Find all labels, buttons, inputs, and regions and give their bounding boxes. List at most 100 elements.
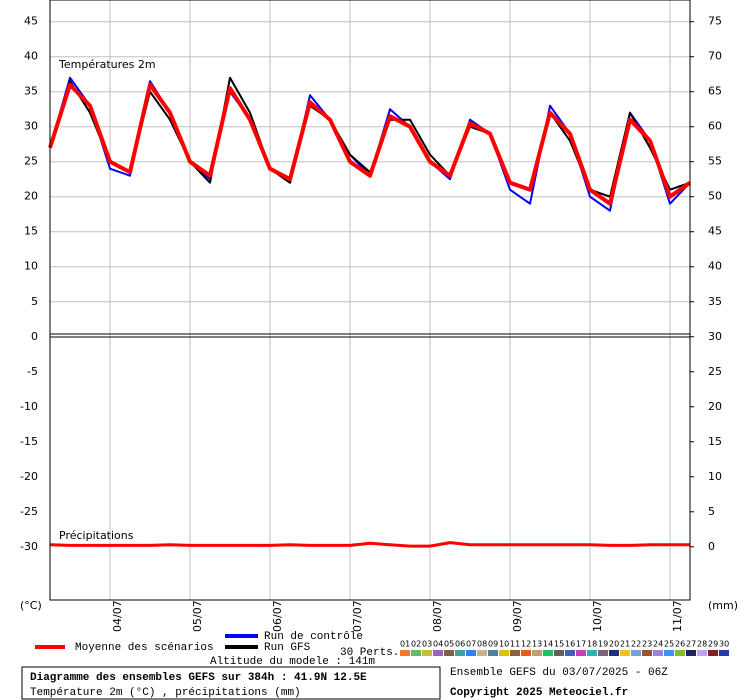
- pert-swatch: [719, 650, 729, 656]
- panel-label: Températures 2m: [58, 58, 156, 71]
- pert-label: 11: [510, 640, 520, 649]
- pert-swatch: [565, 650, 575, 656]
- box-title: Diagramme des ensembles GEFS sur 384h : …: [30, 672, 367, 684]
- x-tick-label: 11/07: [671, 600, 684, 632]
- y-tick-label: 40: [24, 50, 38, 63]
- y-tick-label: 20: [24, 190, 38, 203]
- pert-swatch: [477, 650, 487, 656]
- plot-frame: [49, 0, 691, 601]
- x-tick-label: 09/07: [511, 600, 524, 632]
- pert-swatch: [554, 650, 564, 656]
- pert-swatch: [466, 650, 476, 656]
- legend-label: Moyenne des scénarios: [75, 642, 214, 654]
- pert-swatch: [708, 650, 718, 656]
- y2-tick-label: 0: [708, 540, 715, 553]
- y-tick-label: -25: [20, 505, 38, 518]
- y2-tick-label: 40: [708, 260, 722, 273]
- x-tick-label: 08/07: [431, 600, 444, 632]
- pert-label: 07: [466, 640, 476, 649]
- pert-label: 15: [554, 640, 564, 649]
- pert-swatch: [620, 650, 630, 656]
- y2-tick-label: 15: [708, 435, 722, 448]
- pert-swatch: [400, 650, 410, 656]
- pert-swatch: [510, 650, 520, 656]
- pert-swatch: [444, 650, 454, 656]
- y-tick-label: -30: [20, 540, 38, 553]
- pert-swatch: [664, 650, 674, 656]
- x-tick-label: 07/07: [351, 600, 364, 632]
- copyright: Copyright 2025 Meteociel.fr: [450, 687, 628, 699]
- y2-tick-label: 65: [708, 85, 722, 98]
- y-tick-label: 35: [24, 85, 38, 98]
- pert-label: 04: [433, 640, 443, 649]
- pert-label: 21: [620, 640, 630, 649]
- y2-tick-label: 30: [708, 330, 722, 343]
- y-tick-label: 30: [24, 120, 38, 133]
- altitude: Altitude du modele : 141m: [210, 656, 375, 668]
- pert-label: 02: [411, 640, 421, 649]
- pert-label: 05: [444, 640, 454, 649]
- pert-label: 10: [499, 640, 509, 649]
- pert-swatch: [521, 650, 531, 656]
- info-box: [21, 666, 441, 700]
- pert-label: 09: [488, 640, 498, 649]
- y2-tick-label: 25: [708, 365, 722, 378]
- pert-label: 14: [543, 640, 553, 649]
- pert-swatch: [675, 650, 685, 656]
- pert-label: 17: [576, 640, 586, 649]
- pert-label: 28: [697, 640, 707, 649]
- pert-swatch: [433, 650, 443, 656]
- y-tick-label: -10: [20, 400, 38, 413]
- y-tick-label: 45: [24, 15, 38, 28]
- pert-label: 29: [708, 640, 718, 649]
- pert-swatch: [543, 650, 553, 656]
- x-tick-label: 04/07: [111, 600, 124, 632]
- pert-swatch: [631, 650, 641, 656]
- pert-swatch: [598, 650, 608, 656]
- y-unit: (°C): [20, 599, 42, 612]
- pert-label: 19: [598, 640, 608, 649]
- pert-label: 30: [719, 640, 729, 649]
- pert-label: 25: [664, 640, 674, 649]
- pert-label: 06: [455, 640, 465, 649]
- x-tick-label: 10/07: [591, 600, 604, 632]
- pert-swatch: [411, 650, 421, 656]
- y2-tick-label: 20: [708, 400, 722, 413]
- pert-label: 13: [532, 640, 542, 649]
- y2-tick-label: 55: [708, 155, 722, 168]
- y-tick-label: -15: [20, 435, 38, 448]
- y2-tick-label: 10: [708, 470, 722, 483]
- perts-label: 30 Perts.: [340, 647, 399, 659]
- pert-swatch: [587, 650, 597, 656]
- legend-label: Run de contrôle: [264, 631, 363, 643]
- panel-label: Précipitations: [59, 529, 134, 542]
- precipitation-line: [49, 541, 690, 548]
- y-tick-label: 25: [24, 155, 38, 168]
- legend-label: Run GFS: [264, 642, 311, 654]
- grid: [50, 0, 690, 600]
- run-info: Ensemble GEFS du 03/07/2025 - 06Z: [450, 667, 668, 679]
- plot: [48, 76, 692, 548]
- pert-label: 24: [653, 640, 663, 649]
- pert-swatch: [422, 650, 432, 656]
- box-subtitle: Température 2m (°C) , précipitations (mm…: [30, 687, 301, 699]
- y-tick-label: -5: [27, 365, 38, 378]
- pert-label: 20: [609, 640, 619, 649]
- pert-swatch: [642, 650, 652, 656]
- y2-tick-label: 45: [708, 225, 722, 238]
- x-tick-label: 05/07: [191, 600, 204, 632]
- pert-label: 16: [565, 640, 575, 649]
- pert-swatch: [488, 650, 498, 656]
- pert-label: 03: [422, 640, 432, 649]
- pert-swatch: [499, 650, 509, 656]
- pert-label: 22: [631, 640, 641, 649]
- y2-tick-label: 35: [708, 295, 722, 308]
- pert-label: 01: [400, 640, 410, 649]
- pert-swatch: [455, 650, 465, 656]
- pert-label: 23: [642, 640, 652, 649]
- pert-label: 08: [477, 640, 487, 649]
- y-tick-label: 0: [31, 330, 38, 343]
- pert-swatch: [686, 650, 696, 656]
